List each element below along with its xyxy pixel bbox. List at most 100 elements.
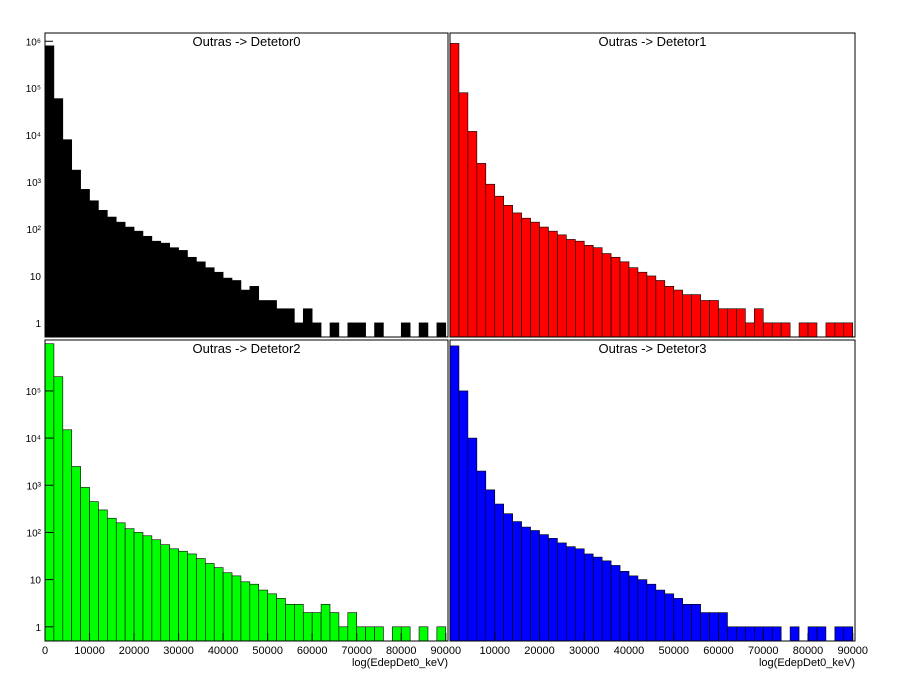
bar [107,216,117,337]
bar [780,322,791,337]
x-tick-label: 20000 [119,645,150,657]
bar [583,553,594,641]
x-tick-label: 40000 [208,645,239,657]
bar [450,345,460,641]
bar [539,226,549,337]
bar [311,612,322,641]
y-tick-label: 10² [27,528,42,539]
frame [44,32,449,338]
bar [539,534,549,641]
x-axis-title: log(EdepDet0_keV) [352,657,448,669]
bar [115,221,126,337]
bar [302,612,313,641]
bar [338,626,349,641]
bar [834,322,845,337]
bar [521,526,531,641]
bar [45,343,55,641]
y-tick-label: 10⁵ [26,84,41,95]
bar [718,612,728,641]
x-tick-label: 20000 [524,645,555,657]
x-tick-label: 70000 [341,645,372,657]
bar [512,212,522,337]
bar [476,470,487,641]
bar [754,626,764,641]
bar [240,581,251,641]
bar [285,308,295,337]
chart-title: Outras -> Detetor2 [192,341,300,356]
bar [691,603,701,641]
bar [807,322,818,337]
bar [637,271,648,337]
bar [62,139,73,337]
x-tick-label: 10000 [479,645,510,657]
bar [276,308,286,337]
x-tick-label: 90000 [430,645,461,657]
bar [771,322,782,337]
bar [71,169,81,337]
x-tick-label: 50000 [658,645,689,657]
bar [575,548,585,641]
bar [566,239,576,337]
bar [151,240,162,337]
bar [392,626,402,641]
bar [450,43,460,337]
bar [592,247,603,337]
bar [807,626,818,641]
bar [673,598,684,641]
bar [816,626,827,641]
bar [294,322,304,337]
bar [133,230,144,337]
bar [476,163,487,337]
bar [45,45,55,337]
bar [329,612,340,641]
bar [276,598,286,641]
bar [418,322,429,337]
bar [485,489,496,641]
x-tick-label: 60000 [703,645,734,657]
bar [151,539,162,641]
chart-title: Outras -> Detetor1 [598,34,706,49]
bar [240,289,251,337]
bar [512,521,522,641]
bar [718,308,728,337]
bar [400,626,411,641]
bar [682,294,692,337]
y-tick-label: 1 [35,623,41,634]
bar [115,522,126,641]
bar [231,575,242,641]
bar [356,322,366,337]
bar [267,300,277,337]
bar [700,612,710,641]
bar [80,189,90,337]
bar [762,626,773,641]
bar [601,253,612,337]
bar [205,563,215,641]
bar [494,503,505,641]
chart-title: Outras -> Detetor0 [192,34,300,49]
x-tick-label: 10000 [74,645,105,657]
x-tick-label: 90000 [837,645,868,657]
bar [575,240,585,337]
bar [530,530,540,641]
bar [682,603,692,641]
bar [664,593,675,641]
bars [45,45,447,337]
bar [222,277,233,337]
bar [709,612,719,641]
bar [142,535,153,641]
bar [628,575,639,641]
frame [449,339,856,642]
bar [178,550,188,641]
x-tick-label: 30000 [569,645,600,657]
bar [169,548,179,641]
bar [258,300,268,337]
x-tick-label: 80000 [793,645,824,657]
bar [655,280,666,337]
bar [700,300,710,337]
y-tick-label: 10⁶ [26,37,41,48]
bar [485,183,496,337]
bar [320,603,331,641]
bar [825,322,836,337]
bar [187,553,197,641]
bar [789,626,800,641]
